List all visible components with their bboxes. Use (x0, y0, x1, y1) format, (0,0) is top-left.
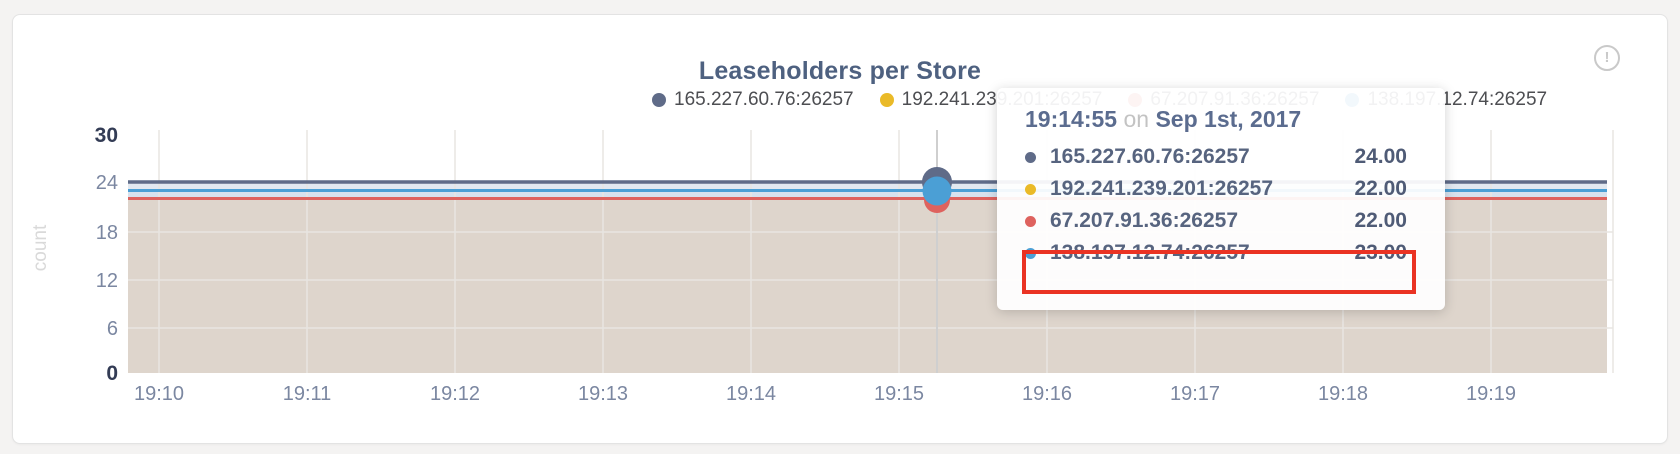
x-axis: 19:10 19:11 19:12 19:13 19:14 19:15 19:1… (134, 383, 1516, 405)
tooltip-series-label: 138.197.12.74:26257 (1050, 241, 1250, 264)
y-tick-max: 30 (95, 124, 118, 147)
x-tick: 19:15 (874, 383, 924, 405)
x-tick: 19:16 (1022, 383, 1072, 405)
legend-item-0[interactable]: 165.227.60.76:26257 (652, 89, 854, 111)
tooltip-row: 67.207.91.36:26257 22.00 (1025, 205, 1419, 237)
y-tick-min: 0 (106, 362, 118, 385)
series-color-dot (1025, 215, 1036, 227)
chart-title: Leaseholders per Store (698, 56, 982, 85)
hover-guideline-group (922, 130, 952, 373)
tooltip-series-value: 23.00 (1354, 241, 1407, 264)
tooltip-row-highlighted: 138.197.12.74:26257 23.00 (1025, 237, 1419, 269)
series-color-dot (1025, 151, 1036, 163)
chart-tooltip: 19:14:55 on Sep 1st, 2017 165.227.60.76:… (997, 88, 1445, 310)
info-icon[interactable]: ! (1594, 45, 1620, 71)
tooltip-series-label: 165.227.60.76:26257 (1050, 145, 1250, 168)
tooltip-conjunction: on (1123, 106, 1150, 132)
tooltip-series-label: 67.207.91.36:26257 (1050, 209, 1239, 232)
x-tick: 19:12 (430, 383, 480, 405)
tooltip-time: 19:14:55 (1025, 106, 1118, 132)
y-axis-title: count (30, 224, 51, 271)
x-tick: 19:17 (1170, 383, 1220, 405)
exclamation-glyph: ! (1604, 49, 1610, 66)
tooltip-date: Sep 1st, 2017 (1155, 106, 1302, 132)
series-color-dot (879, 93, 894, 107)
tooltip-series-value: 24.00 (1354, 145, 1407, 168)
tooltip-row: 192.241.239.201:26257 22.00 (1025, 173, 1419, 205)
legend-label: 165.227.60.76:26257 (674, 89, 854, 110)
x-tick: 19:10 (134, 383, 184, 405)
x-tick: 19:18 (1318, 383, 1368, 405)
x-tick: 19:14 (726, 383, 776, 405)
tooltip-series-value: 22.00 (1354, 177, 1407, 200)
series-color-dot (652, 93, 666, 107)
tooltip-series-value: 22.00 (1354, 209, 1407, 232)
x-tick: 19:19 (1466, 383, 1516, 405)
series-color-dot (1025, 183, 1036, 195)
x-tick: 19:13 (578, 383, 628, 405)
hover-point-blue (922, 176, 952, 206)
x-tick: 19:11 (283, 383, 332, 405)
tooltip-series-label: 192.241.239.201:26257 (1050, 177, 1274, 200)
series-color-dot (1025, 247, 1036, 259)
tooltip-row: 165.227.60.76:26257 24.00 (1025, 141, 1419, 173)
tooltip-timestamp: 19:14:55 on Sep 1st, 2017 (1025, 104, 1419, 134)
y-axis: 30 24 18 12 6 0 count (30, 124, 118, 385)
y-tick: 12 (96, 270, 118, 292)
y-tick: 6 (107, 318, 118, 340)
y-tick: 18 (96, 222, 118, 244)
y-tick: 24 (96, 172, 118, 194)
